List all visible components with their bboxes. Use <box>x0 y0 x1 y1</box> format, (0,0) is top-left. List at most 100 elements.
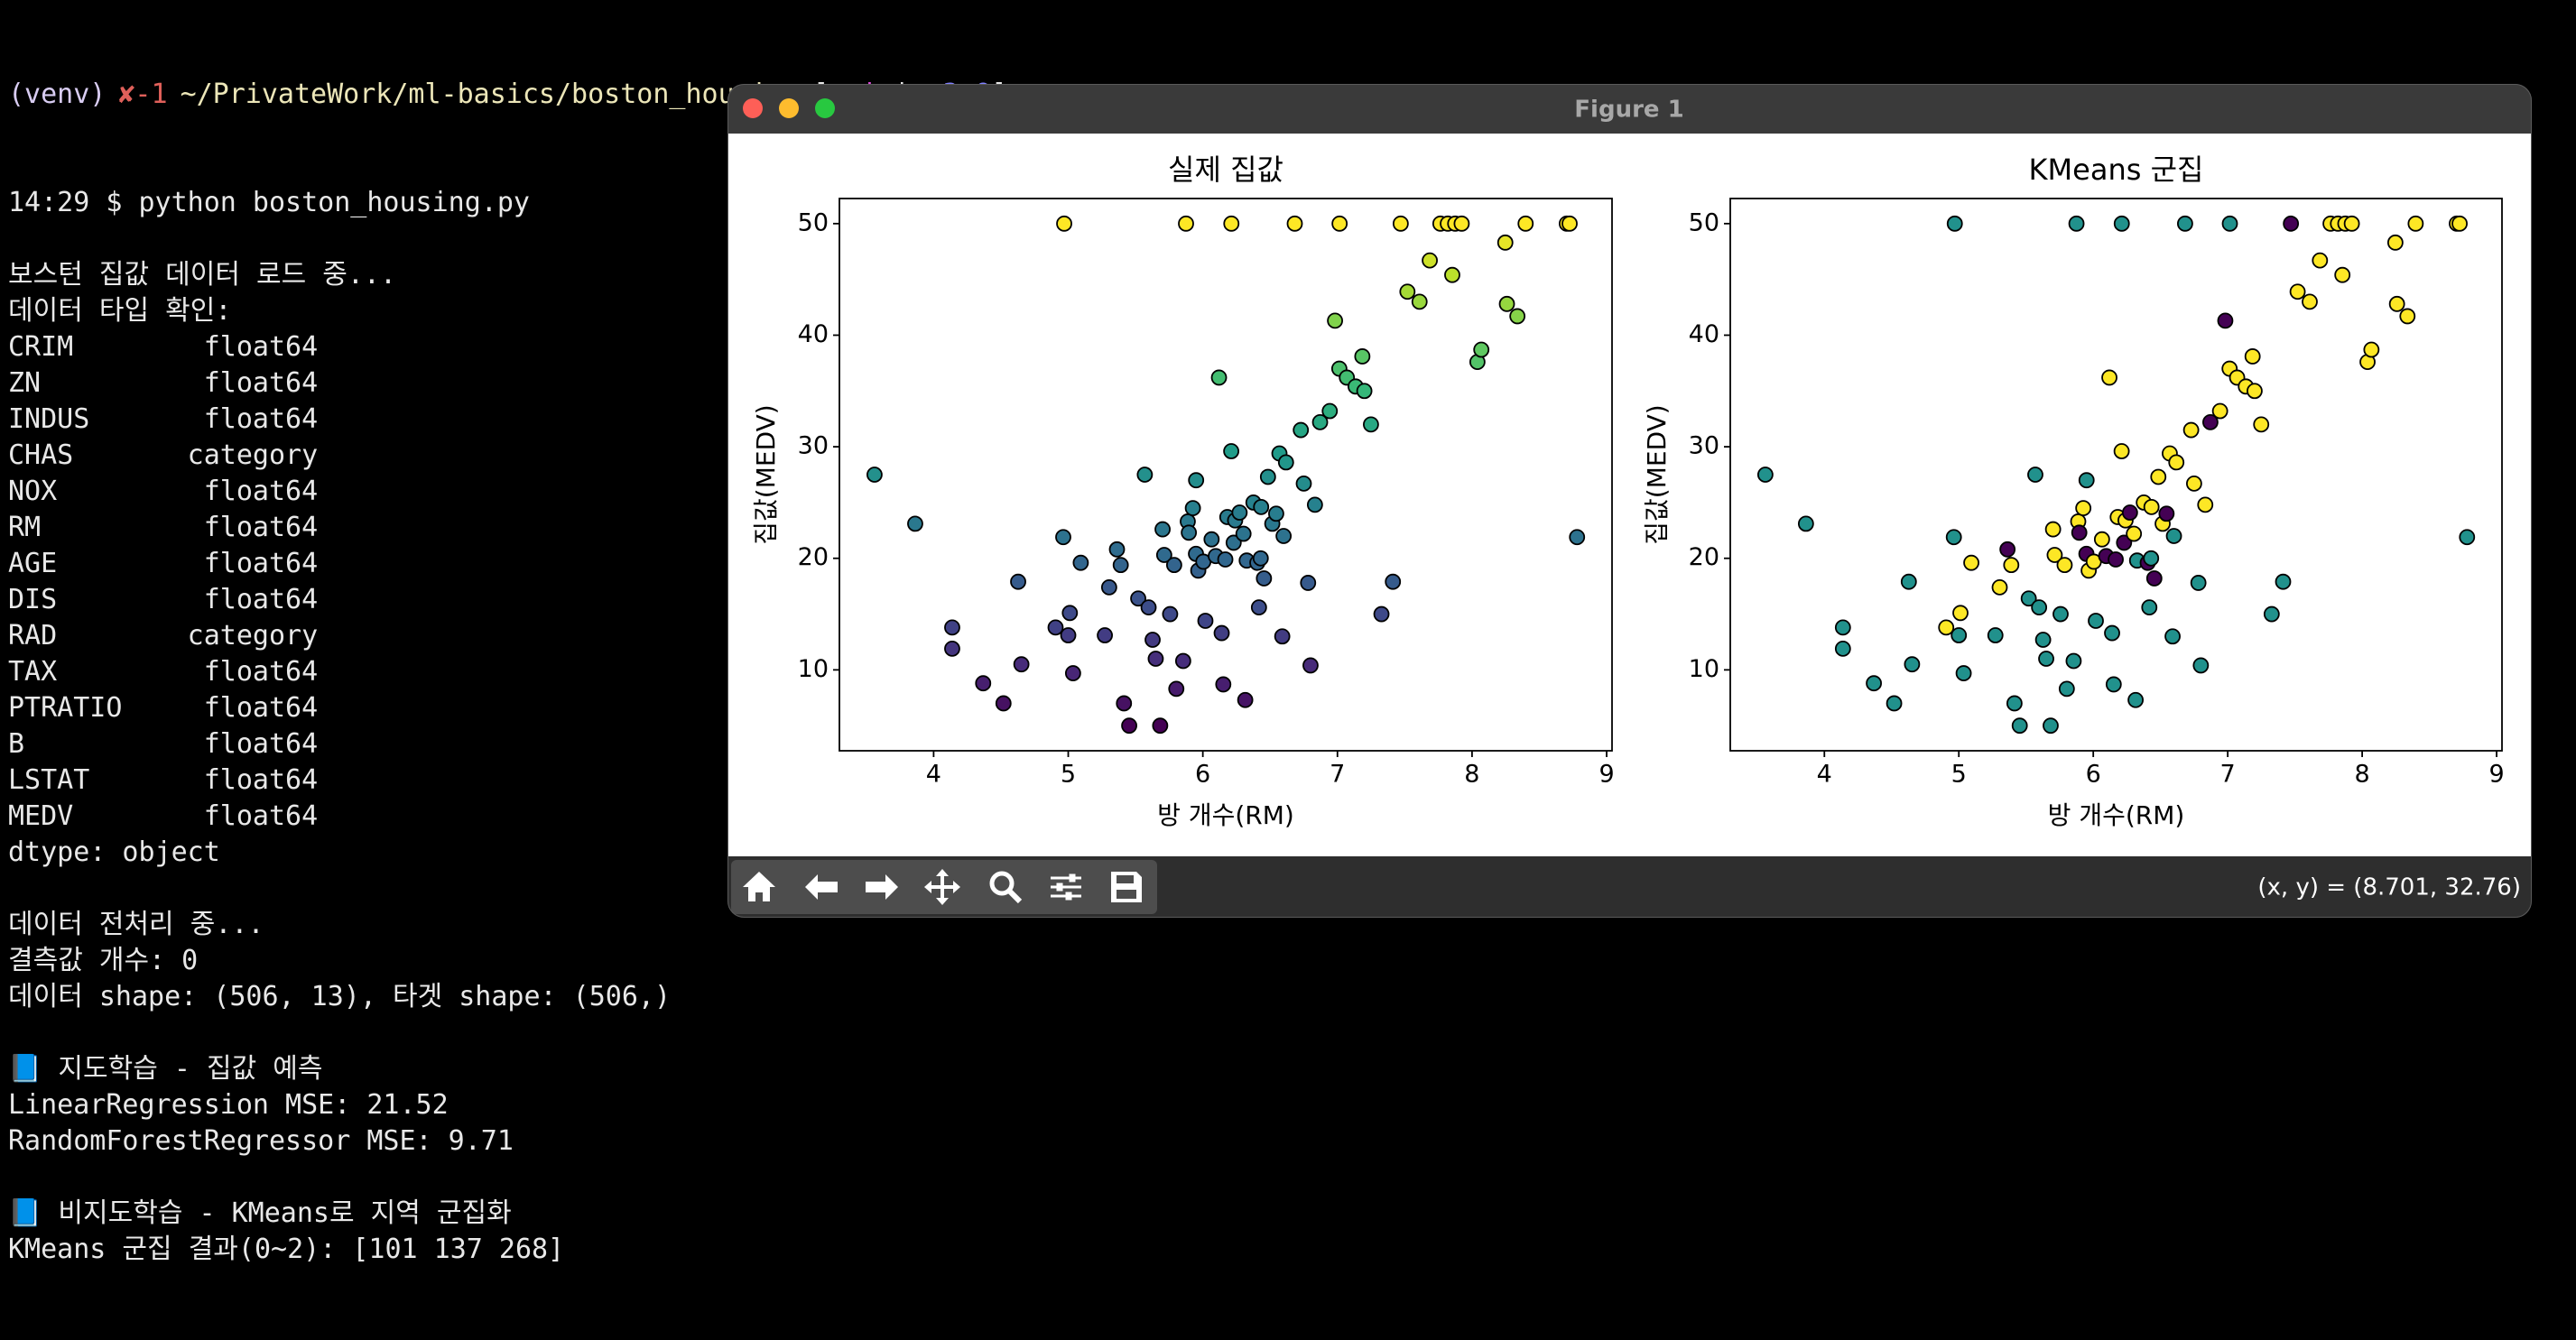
x-tick-label: 8 <box>2354 761 2369 789</box>
chart-title: 실제 집값 <box>1168 152 1283 187</box>
scatter-point <box>2058 680 2075 698</box>
scatter-point <box>1116 695 1133 712</box>
configure-button[interactable] <box>1051 873 1081 901</box>
scatter-point <box>2104 624 2120 642</box>
output-line: ZN float64 <box>8 367 319 399</box>
scatter-point <box>944 640 960 657</box>
output-line: RM float64 <box>8 512 319 543</box>
close-button[interactable] <box>743 98 763 118</box>
zoom-rect-button[interactable] <box>989 871 1023 904</box>
scatter-point <box>2451 215 2468 232</box>
scatter-point <box>1498 295 1515 312</box>
scatter-point <box>1162 605 1179 623</box>
scatter-point <box>1061 605 1079 622</box>
y-tick-label: 30 <box>798 432 829 460</box>
scatter-point <box>1223 443 1240 459</box>
scatter-point <box>2343 215 2360 232</box>
scatter-point <box>1385 573 1402 590</box>
output-line: dtype: object <box>8 836 220 868</box>
scatter-point <box>2093 531 2110 548</box>
scatter-point <box>2068 215 2085 232</box>
scatter-point <box>1184 500 1201 516</box>
scatter-point <box>2190 575 2207 591</box>
scatter-point <box>1152 717 1169 735</box>
y-tick-label: 40 <box>1689 320 1719 348</box>
scatter-point <box>1097 627 1113 643</box>
output-line: LSTAT float64 <box>8 764 319 796</box>
scatter-point <box>2388 295 2405 312</box>
scatter-point <box>1444 266 1460 283</box>
scatter-point <box>2221 215 2238 232</box>
scatter-point <box>1987 627 2004 643</box>
scatter-point <box>2211 402 2229 420</box>
scatter-point <box>1056 215 1072 232</box>
scatter-point <box>1300 575 1317 591</box>
title-bar <box>727 84 2532 134</box>
forward-button[interactable] <box>866 874 898 900</box>
scatter-point <box>1140 599 1157 616</box>
scatter-point <box>1144 632 1161 648</box>
scatter-point <box>1197 613 1214 629</box>
y-tick-label: 10 <box>1689 655 1719 683</box>
minimize-button[interactable] <box>779 98 799 118</box>
scatter-point <box>944 619 960 636</box>
scatter-point <box>2244 348 2261 365</box>
output-line: MEDV float64 <box>8 800 319 832</box>
zoom-button[interactable] <box>815 98 835 118</box>
scatter-point <box>1496 234 1514 251</box>
scatter-point <box>2312 252 2329 269</box>
output-line: B float64 <box>8 728 319 760</box>
home-button[interactable] <box>743 872 775 901</box>
scatter-point <box>1938 619 1955 636</box>
scatter-point <box>2121 504 2138 521</box>
scatter-point <box>1100 578 1117 596</box>
scatter-point <box>1569 529 1586 546</box>
scatter-point <box>2113 215 2130 232</box>
output-line: AGE float64 <box>8 548 319 579</box>
scatter-point <box>2126 525 2143 542</box>
scatter-point <box>2143 498 2160 515</box>
scatter-point <box>2217 312 2234 329</box>
scatter-point <box>2011 717 2028 735</box>
output-line: 결측값 개수: 0 <box>8 945 199 976</box>
x-tick-label: 6 <box>1195 761 1210 789</box>
scatter-point <box>1392 215 1409 232</box>
cursor-status: (x, y) = (8.701, 32.76) <box>2257 874 2521 901</box>
pan-button[interactable] <box>924 869 960 905</box>
save-button[interactable] <box>1111 872 1142 902</box>
scatter-point <box>1213 624 1230 642</box>
scatter-point <box>2289 283 2306 300</box>
scatter-point <box>2158 505 2175 522</box>
scatter-point <box>866 467 883 483</box>
output-line: 📘 지도학습 - 집값 예측 <box>8 1053 323 1085</box>
scatter-point <box>2202 413 2219 430</box>
scatter-point <box>2006 695 2023 712</box>
scatter-point <box>1188 472 1205 489</box>
scatter-point <box>2071 524 2088 541</box>
scatter-point <box>2078 472 2095 489</box>
x-tick-label: 4 <box>1817 761 1832 789</box>
x-axis-label: 방 개수(RM) <box>2048 800 2185 830</box>
output-block: 📘 비지도학습 - KMeans로 지역 군집화 KMeans 군집 결과(0~2… <box>8 1196 1021 1268</box>
back-button[interactable] <box>805 874 838 900</box>
x-tick-label: 7 <box>2220 761 2236 789</box>
x-tick-label: 8 <box>1464 761 1479 789</box>
scatter-point <box>1356 383 1373 400</box>
scatter-point <box>1210 369 1228 386</box>
scatter-point <box>1253 498 1270 515</box>
scatter-point <box>2145 570 2163 587</box>
y-tick-label: 10 <box>798 655 829 683</box>
scatter-point <box>1293 421 1310 439</box>
y-axis-label: 집값(MEDV) <box>1642 404 1672 544</box>
scatter-point <box>2275 573 2292 590</box>
scatter-point <box>1473 341 1490 358</box>
scatter-point <box>1946 215 1963 232</box>
scatter-point <box>1231 504 1248 521</box>
scatter-point <box>1797 515 1814 532</box>
scatter-point <box>2113 443 2130 459</box>
scatter-point <box>2108 551 2124 568</box>
scatter-point <box>1900 573 1917 590</box>
output-line: 14:29 $ python boston_housing.py <box>8 187 530 218</box>
scatter-point <box>1952 605 1969 622</box>
window-border <box>727 84 2532 918</box>
